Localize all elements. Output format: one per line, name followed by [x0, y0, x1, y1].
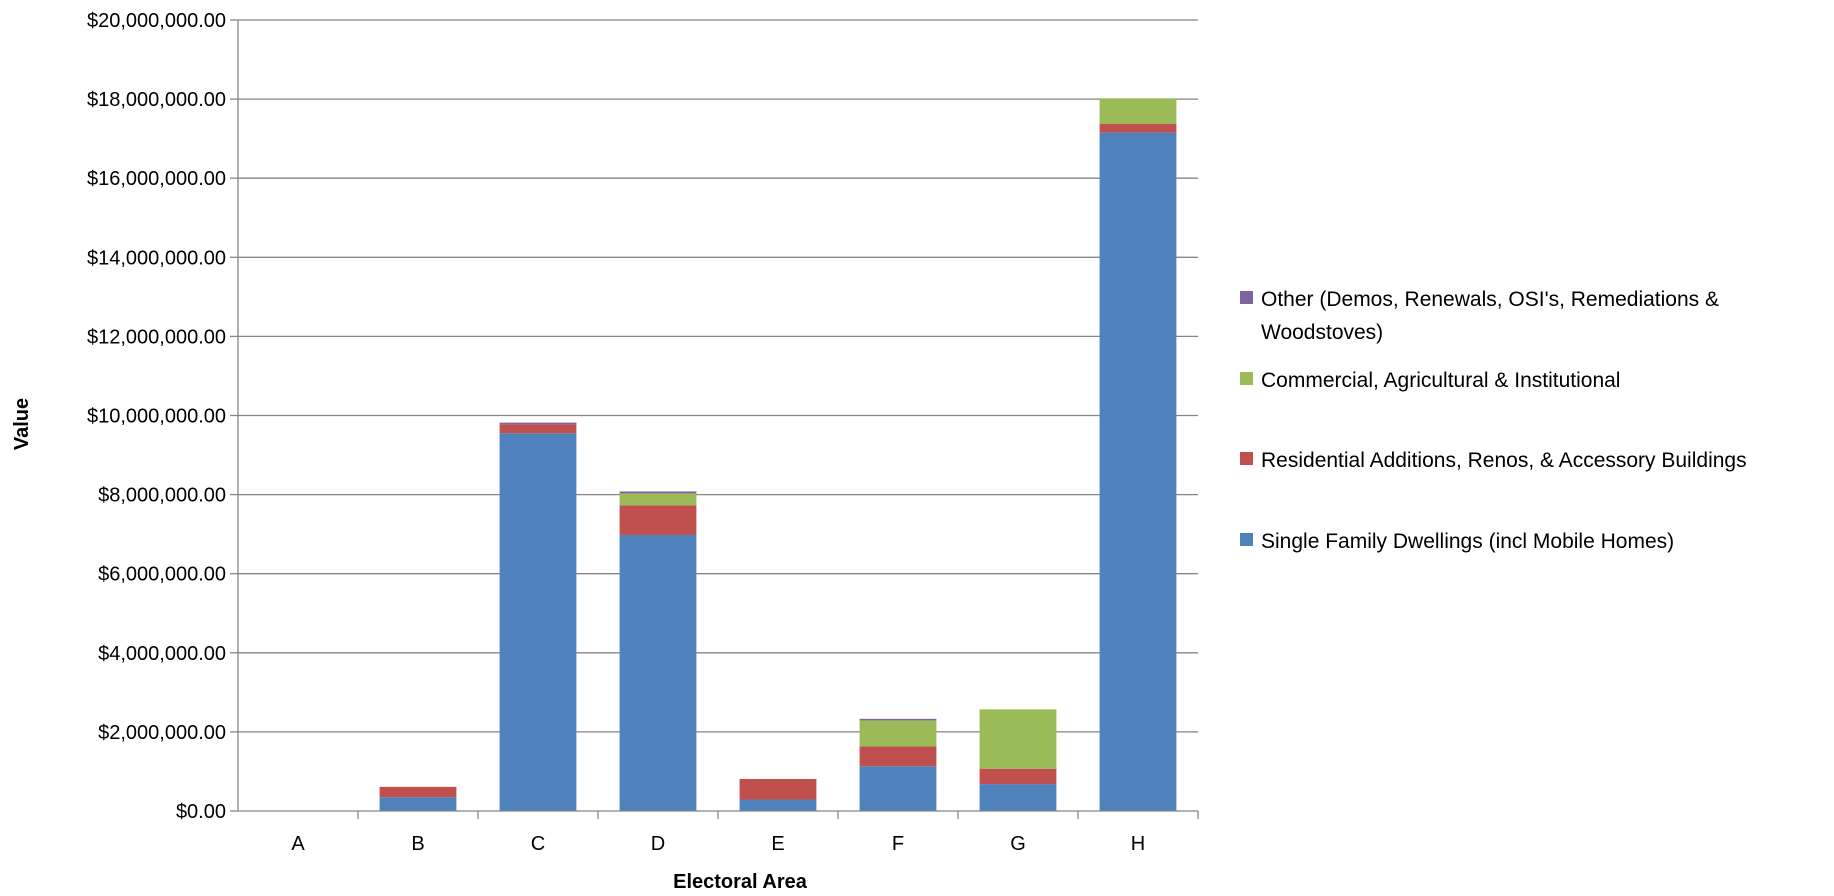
bars [379, 98, 1177, 811]
legend-swatch [1240, 533, 1253, 546]
bar-segment [739, 799, 817, 811]
bar-segment [1099, 124, 1177, 133]
legend-label: Woodstoves) [1261, 321, 1383, 344]
bar-segment [499, 424, 577, 434]
y-tick-label: $6,000,000.00 [98, 564, 226, 586]
bar-segment [379, 786, 457, 798]
gridlines [238, 19, 1198, 733]
bar-segment [619, 491, 697, 494]
y-tick-label: $20,000,000.00 [87, 10, 226, 32]
x-axis-title: Electoral Area [673, 871, 808, 893]
bar-segment [1099, 132, 1177, 811]
bar-segment [859, 746, 937, 767]
x-tick-label: A [291, 833, 305, 855]
bar-segment [979, 784, 1057, 811]
axes [230, 19, 1199, 819]
tick-labels: $0.00 $2,000,000.00 $4,000,000.00 $6,000,00… [87, 10, 1145, 855]
y-tick-label: $0.00 [176, 801, 226, 823]
x-tick-label: C [531, 833, 545, 855]
y-tick-label: $18,000,000.00 [87, 89, 226, 111]
bar-segment [979, 709, 1057, 769]
legend-label: Commercial, Agricultural & Institutional [1261, 369, 1620, 392]
bar-segment [859, 720, 937, 747]
bar-segment [619, 534, 697, 811]
y-axis-title: Value [11, 398, 33, 450]
x-tick-label: E [771, 833, 784, 855]
y-tick-label: $12,000,000.00 [87, 326, 226, 348]
legend-swatch [1240, 291, 1253, 304]
x-tick-label: B [411, 833, 424, 855]
y-tick-label: $4,000,000.00 [98, 643, 226, 665]
bar-segment [859, 718, 937, 721]
y-tick-label: $16,000,000.00 [87, 168, 226, 190]
y-tick-label: $10,000,000.00 [87, 406, 226, 428]
legend: Other (Demos, Renewals, OSI's, Remediati… [1240, 288, 1747, 553]
y-tick-label: $14,000,000.00 [87, 247, 226, 269]
legend-swatch [1240, 452, 1253, 465]
bar-segment [499, 422, 577, 425]
y-tick-label: $2,000,000.00 [98, 722, 226, 744]
legend-label: Residential Additions, Renos, & Accessor… [1261, 449, 1747, 472]
bar-segment [619, 493, 697, 506]
legend-label: Single Family Dwellings (incl Mobile Hom… [1261, 530, 1674, 553]
x-tick-label: F [892, 833, 904, 855]
legend-label: Other (Demos, Renewals, OSI's, Remediati… [1261, 288, 1719, 311]
y-tick-label: $8,000,000.00 [98, 485, 226, 507]
legend-swatch [1240, 372, 1253, 385]
x-tick-label: G [1010, 833, 1026, 855]
x-tick-label: H [1131, 833, 1145, 855]
bar-segment [379, 797, 457, 811]
bar-segment [1099, 98, 1177, 125]
bar-segment [499, 433, 577, 811]
bar-segment [739, 778, 817, 800]
bar-segment [619, 505, 697, 535]
bar-segment [979, 768, 1057, 785]
x-tick-label: D [651, 833, 665, 855]
bar-segment [859, 766, 937, 811]
